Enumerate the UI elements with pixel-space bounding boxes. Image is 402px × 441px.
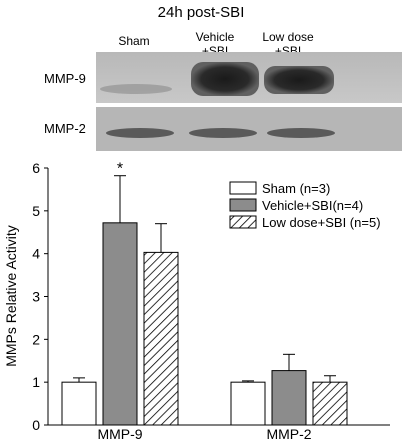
y-tick-label-4: 4 — [32, 246, 40, 262]
y-tick-label-1: 1 — [32, 374, 40, 390]
legend-swatch-2 — [229, 215, 257, 229]
y-tick-label-6: 6 — [32, 160, 40, 176]
x-tick-label-mmp-9: MMP-9 — [97, 426, 142, 441]
blot-image-mmp2 — [96, 107, 402, 151]
bar-mmp-2-s1 — [271, 370, 307, 426]
lane-label-sham: Sham — [118, 34, 150, 48]
blot-title: 24h post-SBI — [157, 4, 245, 21]
legend-label-0: Sham (n=3) — [262, 181, 330, 196]
bar-mmp-9-s2 — [143, 251, 179, 426]
y-tick-label-5: 5 — [32, 203, 40, 219]
y-axis-label: MMPs Relative Activity — [3, 225, 19, 367]
y-tick-label-3: 3 — [32, 289, 40, 305]
bar-mmp-9-s0 — [61, 381, 97, 426]
legend-label-2: Low dose+SBI (n=5) — [262, 215, 381, 230]
y-tick-label-0: 0 — [32, 417, 40, 433]
bar-mmp-9-s1 — [102, 222, 138, 426]
bar-mmp-2-s2 — [312, 381, 348, 426]
legend-label-1: Vehicle+SBI(n=4) — [262, 198, 363, 213]
x-tick-label-mmp-2: MMP-2 — [266, 426, 311, 441]
blot-row-label-mmp9: MMP-9 — [44, 71, 86, 86]
legend-swatch-1 — [229, 198, 257, 212]
blot-image-mmp9 — [96, 52, 402, 103]
y-tick-label-2: 2 — [32, 331, 40, 347]
legend-swatch-0 — [229, 181, 257, 195]
significance-marker-0: * — [117, 161, 123, 178]
blot-row-label-mmp2: MMP-2 — [44, 121, 86, 136]
bar-mmp-2-s0 — [230, 381, 266, 426]
